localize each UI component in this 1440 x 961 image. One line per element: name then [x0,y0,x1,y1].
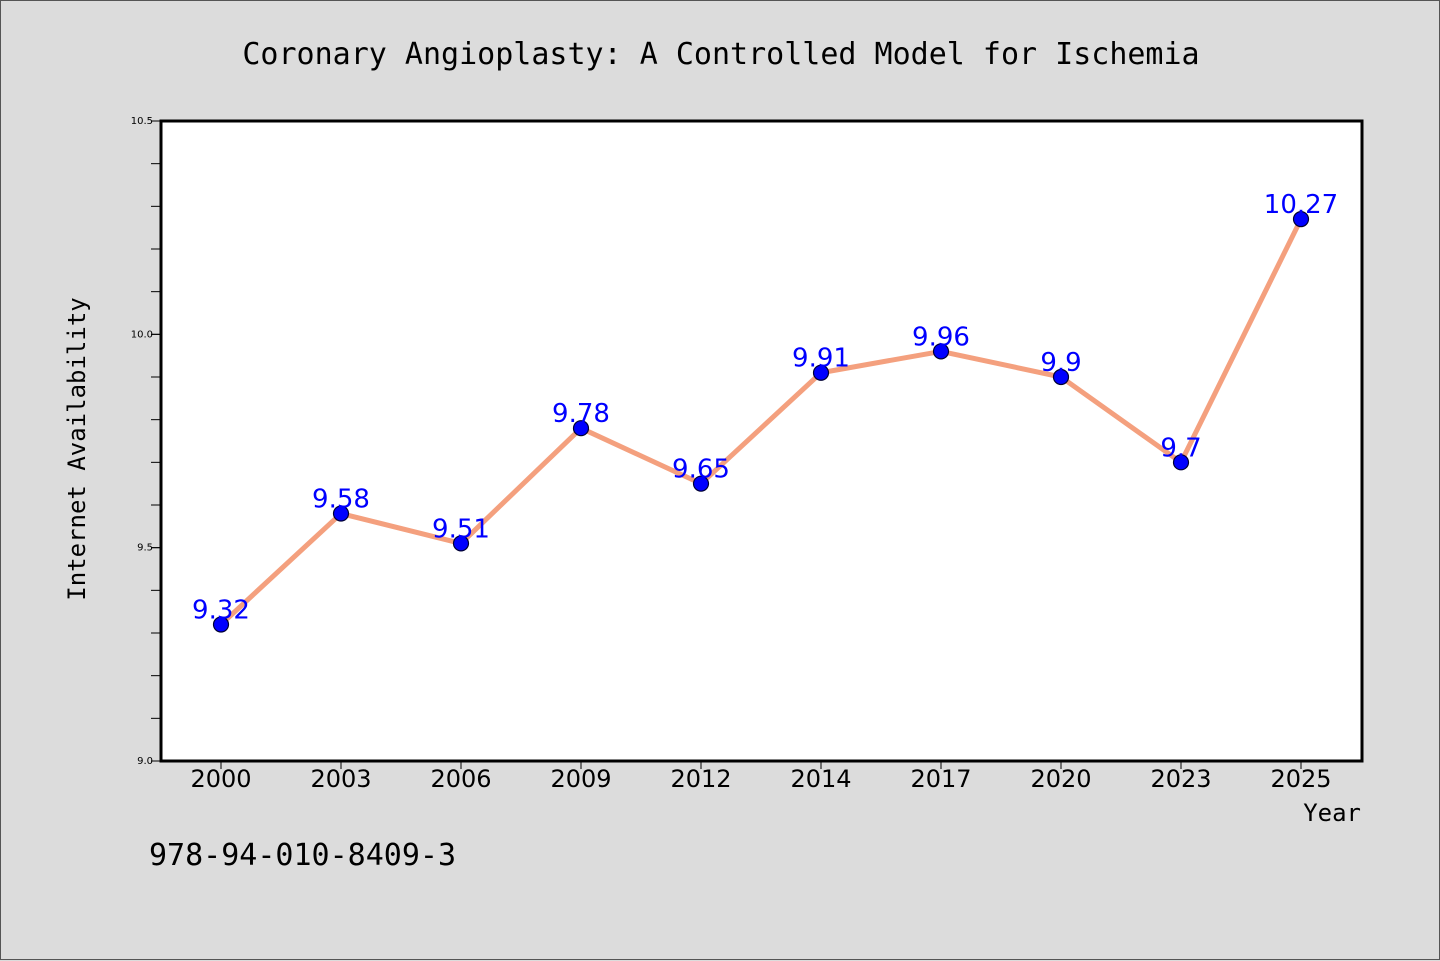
y-axis-label: Internet Availability [63,297,91,600]
x-tick-label: 2006 [430,765,491,793]
x-tick-label: 2017 [910,765,971,793]
x-axis-label: Year [1303,799,1361,827]
series-layer: 9.32 9.58 9.51 9.78 9.65 9.91 9.96 9.9 9.7 10.27 [192,190,1338,633]
y-axis: 9.0 9.5 10.0 10.5 [131,116,161,767]
x-tick-label: 2000 [190,765,251,793]
data-label: 9.58 [312,485,370,515]
data-label: 9.96 [912,322,970,352]
data-point [1172,454,1190,471]
x-axis: 2000 2003 2006 2009 2012 2014 2017 2020 2023 2025 [190,761,1332,793]
y-tick-label: 9.0 [137,756,153,767]
x-tick-label: 2014 [790,765,851,793]
y-tick-label: 10.0 [131,329,153,340]
data-label: 9.91 [792,344,850,374]
x-tick-label: 2020 [1030,765,1091,793]
data-label: 9.51 [432,514,490,544]
data-point [212,616,230,633]
x-tick-label: 2003 [310,765,371,793]
y-tick-label: 9.5 [137,543,153,554]
y-tick-label: 10.5 [131,116,153,127]
x-tick-label: 2025 [1270,765,1331,793]
data-point [692,475,710,492]
data-point [572,420,590,437]
data-point [332,505,350,522]
data-point [452,535,470,552]
plot-area [159,119,1364,763]
series-line [219,218,1304,627]
x-tick-label: 2012 [670,765,731,793]
data-label: 9.65 [672,455,730,485]
data-point [1292,211,1310,228]
footer-isbn: 978-94-010-8409-3 [149,838,456,873]
data-label: 9.78 [552,399,610,429]
data-label: 10.27 [1264,190,1338,220]
data-label: 9.9 [1040,348,1081,378]
data-point [1052,368,1070,386]
x-tick-label: 2009 [550,765,611,793]
data-point [812,364,830,381]
chart-title: Coronary Angioplasty: A Controlled Model… [242,37,1199,72]
data-label: 9.7 [1160,433,1201,463]
x-tick-label: 2023 [1150,765,1211,793]
data-point [932,343,950,360]
data-label: 9.32 [192,595,250,625]
